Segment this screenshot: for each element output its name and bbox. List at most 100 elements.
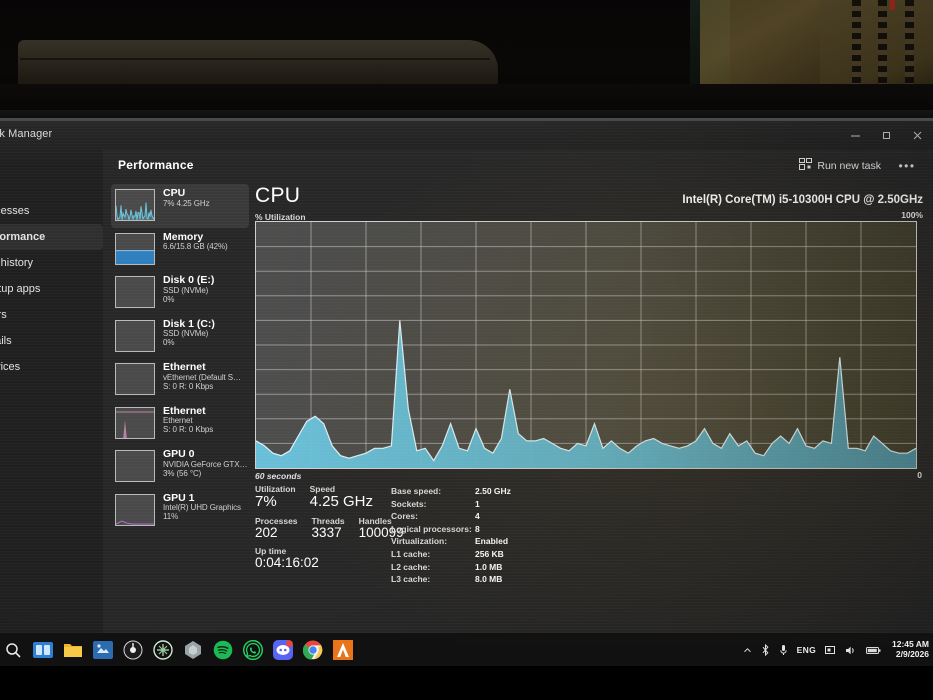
resource-item-ethernet[interactable]: Ethernet Ethernet S: 0 R: 0 Kbps bbox=[111, 402, 249, 446]
network-icon[interactable] bbox=[824, 645, 836, 656]
whatsapp-icon[interactable] bbox=[242, 639, 264, 661]
resource-name: CPU bbox=[163, 187, 186, 199]
monitor-bezel bbox=[0, 110, 933, 122]
spec-key: L1 cache: bbox=[391, 548, 431, 559]
resource-item-memory[interactable]: Memory 6.6/15.8 GB (42%) bbox=[111, 228, 249, 272]
sidebar-item-services[interactable]: Services bbox=[0, 354, 103, 380]
content-area: Performance Run new task ••• CPU 7% 4.25 … bbox=[103, 150, 933, 633]
resource-thumbnail-graph bbox=[115, 232, 155, 265]
sidebar-item-app-history[interactable]: App history bbox=[0, 250, 103, 276]
cpu-utilization-graph[interactable] bbox=[255, 221, 917, 469]
stat-label: Speed bbox=[309, 484, 336, 494]
microphone-icon[interactable] bbox=[779, 644, 788, 656]
resource-info: Disk 1 (C:) SSD (NVMe) 0% bbox=[163, 318, 215, 349]
bed-furniture bbox=[18, 40, 498, 85]
resource-item-disk-1-c[interactable]: Disk 1 (C:) SSD (NVMe) 0% bbox=[111, 315, 249, 359]
spec-value: 4 bbox=[475, 511, 480, 522]
sidebar-item-label: App history bbox=[0, 257, 34, 269]
monitor-bezel-highlight bbox=[0, 118, 933, 121]
stat-label: Handles bbox=[358, 516, 392, 526]
settings-dial-icon[interactable] bbox=[122, 639, 144, 661]
sidebar-item-startup-apps[interactable]: Startup apps bbox=[0, 276, 103, 302]
resource-detail-secondary: 0% bbox=[163, 338, 175, 348]
resource-info: Ethernet vEthernet (Default S… S: 0 R: 0 K… bbox=[163, 361, 241, 392]
chrome-icon[interactable] bbox=[302, 639, 324, 661]
stat-label: Threads bbox=[311, 516, 345, 526]
panel-title: CPU bbox=[255, 184, 301, 207]
more-options-button[interactable]: ••• bbox=[898, 158, 916, 173]
sidebar-item-processes[interactable]: Processes bbox=[0, 198, 103, 224]
resource-thumbnail-graph bbox=[115, 406, 155, 439]
cpu-graph-svg bbox=[256, 222, 916, 468]
resource-item-disk-0-e[interactable]: Disk 0 (E:) SSD (NVMe) 0% bbox=[111, 271, 249, 315]
windows-taskbar: ENG 12:45 AM 2/9/2026 bbox=[0, 633, 933, 666]
clock-time: 12:45 AM bbox=[891, 639, 929, 650]
stat-up-time: Up time 0:04:16:02 bbox=[255, 546, 319, 570]
spec-row: Sockets: 1 bbox=[391, 499, 681, 512]
resource-thumbnail-graph bbox=[115, 450, 155, 482]
sidebar-item-performance[interactable]: Performance bbox=[0, 224, 103, 250]
search-icon[interactable] bbox=[2, 639, 24, 661]
resource-name: Memory bbox=[163, 230, 204, 243]
language-indicator[interactable]: ENG bbox=[796, 645, 816, 655]
orange-app-icon[interactable] bbox=[332, 639, 354, 661]
task-view-icon[interactable] bbox=[32, 639, 54, 661]
restore-button[interactable] bbox=[871, 121, 902, 150]
minimize-button[interactable] bbox=[840, 121, 871, 150]
chevron-up-icon[interactable] bbox=[743, 646, 752, 655]
resource-detail-secondary: 3% (56 °C) bbox=[163, 468, 202, 478]
spec-value: 8.0 MB bbox=[475, 574, 503, 585]
stat-threads: Threads 3337 bbox=[312, 516, 345, 540]
volume-icon[interactable] bbox=[845, 645, 857, 656]
spec-value: 256 KB bbox=[475, 548, 504, 559]
file-explorer-icon[interactable] bbox=[62, 639, 84, 661]
stat-speed: Speed 4.25 GHz bbox=[310, 484, 373, 510]
resource-item-ethernet[interactable]: Ethernet vEthernet (Default S… S: 0 R: 0 K… bbox=[111, 358, 249, 402]
sidebar-item-users[interactable]: Users bbox=[0, 302, 103, 328]
resource-detail-secondary: 0% bbox=[163, 294, 175, 304]
spec-row: L3 cache: 8.0 MB bbox=[391, 574, 681, 587]
clock[interactable]: 12:45 AM 2/9/2026 bbox=[891, 639, 929, 660]
resource-detail-secondary: 11% bbox=[163, 512, 179, 522]
resource-detail-primary: SSD (NVMe) bbox=[163, 329, 209, 339]
resource-item-gpu-1[interactable]: GPU 1 Intel(R) UHD Graphics 11% bbox=[111, 489, 249, 533]
spec-row: Cores: 4 bbox=[391, 511, 681, 524]
nav-item-list: Processes Performance App history Startup a… bbox=[0, 198, 103, 380]
grey-app-icon[interactable] bbox=[182, 639, 204, 661]
spec-key: L3 cache: bbox=[391, 574, 431, 585]
spotify-icon[interactable] bbox=[212, 639, 234, 661]
resource-item-cpu[interactable]: CPU 7% 4.25 GHz bbox=[111, 184, 249, 228]
resource-detail-primary: 7% 4.25 GHz bbox=[163, 198, 210, 208]
sidebar-item-label: Processes bbox=[0, 205, 30, 217]
page-header: Performance Run new task ••• bbox=[103, 150, 933, 182]
stat-row: Processes 202 Threads 3337 Handles 100099 bbox=[255, 516, 435, 540]
sidebar-item-details[interactable]: Details bbox=[0, 328, 103, 354]
cpu-detail-panel: CPU Intel(R) Core(TM) i5-10300H CPU @ 2.… bbox=[253, 184, 925, 629]
photo-foreground-dark bbox=[0, 666, 933, 700]
resource-detail-primary: NVIDIA GeForce GTX… bbox=[163, 459, 248, 469]
resource-detail-primary: vEthernet (Default S… bbox=[163, 372, 241, 382]
resource-detail-primary: SSD (NVMe) bbox=[163, 285, 209, 295]
spec-value: 1 bbox=[475, 498, 480, 509]
resource-thumbnail-graph bbox=[115, 276, 155, 308]
resource-info: Ethernet Ethernet S: 0 R: 0 Kbps bbox=[163, 405, 213, 436]
resource-item-gpu-0[interactable]: GPU 0 NVIDIA GeForce GTX… 3% (56 °C) bbox=[111, 445, 249, 489]
discord-icon[interactable] bbox=[272, 639, 294, 661]
resource-info: Disk 0 (E:) SSD (NVMe) 0% bbox=[163, 274, 214, 305]
stat-label: Utilization bbox=[255, 484, 296, 494]
spec-row: Base speed: 2.50 GHz bbox=[391, 486, 681, 499]
run-new-task-button[interactable]: Run new task bbox=[799, 157, 881, 175]
battery-icon[interactable] bbox=[865, 646, 881, 655]
stat-row: Utilization 7% Speed 4.25 GHz bbox=[255, 484, 435, 510]
sidebar-item-label: Performance bbox=[0, 231, 46, 243]
close-button[interactable] bbox=[902, 121, 933, 150]
run-new-task-label: Run new task bbox=[817, 160, 881, 172]
resource-thumbnail-graph bbox=[115, 493, 155, 526]
wall-poster-secondary bbox=[820, 0, 933, 96]
spec-key: Logical processors: bbox=[391, 523, 472, 534]
bluetooth-icon[interactable] bbox=[761, 644, 770, 656]
store-icon[interactable] bbox=[92, 639, 114, 661]
green-app-icon[interactable] bbox=[152, 639, 174, 661]
title-bar: Task Manager bbox=[0, 121, 933, 150]
resource-detail-primary: Ethernet bbox=[163, 416, 193, 426]
